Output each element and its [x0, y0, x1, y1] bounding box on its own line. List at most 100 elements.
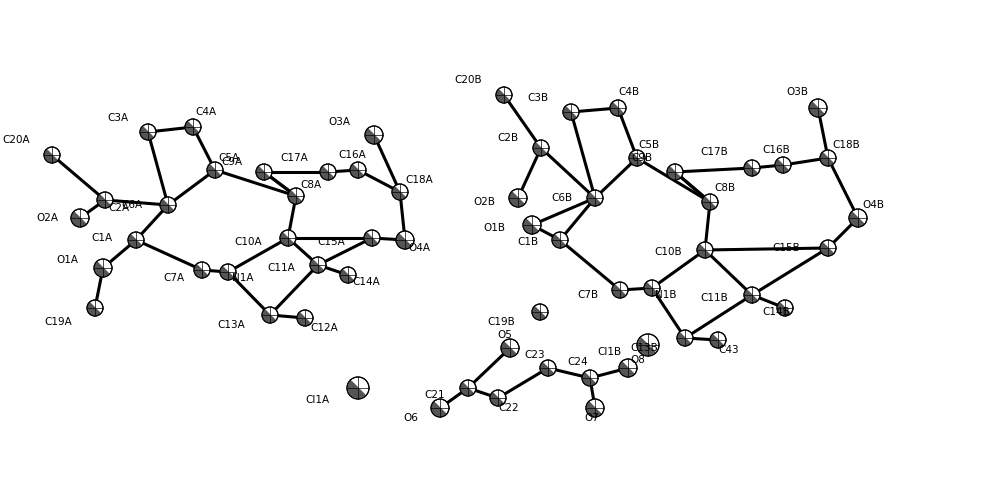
Text: O1B: O1B: [483, 223, 505, 233]
Text: C20A: C20A: [2, 135, 30, 145]
Text: C14A: C14A: [352, 277, 380, 287]
Text: C13A: C13A: [217, 320, 245, 330]
Text: C2A: C2A: [108, 203, 129, 213]
Circle shape: [820, 240, 836, 256]
Text: C18B: C18B: [832, 140, 860, 150]
Circle shape: [431, 399, 449, 417]
Text: C24: C24: [567, 357, 588, 367]
Text: O5: O5: [497, 330, 512, 340]
Circle shape: [310, 257, 326, 273]
Wedge shape: [45, 150, 57, 162]
Circle shape: [87, 300, 103, 316]
Wedge shape: [541, 363, 553, 375]
Circle shape: [610, 100, 626, 116]
Wedge shape: [810, 102, 824, 116]
Circle shape: [552, 232, 568, 248]
Text: C2B: C2B: [497, 133, 518, 143]
Text: O8: O8: [630, 355, 645, 365]
Text: C11B: C11B: [700, 293, 728, 303]
Text: C20B: C20B: [454, 75, 482, 85]
Wedge shape: [745, 290, 757, 302]
Circle shape: [697, 242, 713, 258]
Wedge shape: [365, 233, 377, 245]
Text: C3B: C3B: [527, 93, 548, 103]
Wedge shape: [221, 267, 233, 279]
Circle shape: [744, 287, 760, 303]
Circle shape: [280, 230, 296, 246]
Text: O1A: O1A: [56, 255, 78, 265]
Circle shape: [71, 209, 89, 227]
Circle shape: [563, 104, 579, 120]
Text: C1B: C1B: [517, 237, 538, 247]
Text: C19A: C19A: [44, 317, 72, 327]
Wedge shape: [703, 197, 715, 209]
Circle shape: [619, 359, 637, 377]
Text: C4B: C4B: [618, 87, 639, 97]
Wedge shape: [533, 307, 545, 319]
Wedge shape: [821, 153, 833, 165]
Text: C9A: C9A: [221, 157, 242, 167]
Circle shape: [288, 188, 304, 204]
Wedge shape: [588, 193, 600, 205]
Text: C5B: C5B: [638, 140, 659, 150]
Text: Cl1B: Cl1B: [598, 347, 622, 357]
Circle shape: [532, 304, 548, 320]
Circle shape: [644, 280, 660, 296]
Wedge shape: [564, 107, 576, 119]
Text: C19B: C19B: [487, 317, 515, 327]
Wedge shape: [630, 153, 642, 165]
Circle shape: [97, 192, 113, 208]
Circle shape: [820, 150, 836, 166]
Circle shape: [586, 399, 604, 417]
Wedge shape: [524, 219, 538, 233]
Wedge shape: [553, 235, 565, 247]
Wedge shape: [348, 381, 365, 397]
Wedge shape: [745, 163, 757, 175]
Text: C43: C43: [718, 345, 739, 355]
Wedge shape: [289, 191, 301, 203]
Circle shape: [262, 307, 278, 323]
Wedge shape: [638, 338, 655, 355]
Text: C7A: C7A: [164, 273, 185, 283]
Text: C14B: C14B: [762, 307, 790, 317]
Circle shape: [501, 339, 519, 357]
Text: C1A: C1A: [91, 233, 112, 243]
Circle shape: [809, 99, 827, 117]
Circle shape: [94, 259, 112, 277]
Wedge shape: [678, 333, 690, 345]
Text: C15B: C15B: [772, 243, 800, 253]
Circle shape: [340, 267, 356, 283]
Circle shape: [350, 162, 366, 178]
Circle shape: [364, 230, 380, 246]
Text: C12A: C12A: [310, 323, 338, 333]
Wedge shape: [351, 165, 363, 177]
Wedge shape: [620, 362, 634, 376]
Text: C4A: C4A: [195, 107, 216, 117]
Circle shape: [509, 189, 527, 207]
Wedge shape: [534, 143, 546, 155]
Wedge shape: [366, 130, 380, 143]
Circle shape: [297, 310, 313, 326]
Wedge shape: [491, 393, 503, 405]
Wedge shape: [98, 195, 110, 207]
Wedge shape: [432, 402, 446, 416]
Text: C8A: C8A: [300, 180, 321, 190]
Wedge shape: [321, 167, 333, 179]
Text: O6: O6: [403, 413, 418, 423]
Wedge shape: [583, 373, 595, 385]
Circle shape: [220, 264, 236, 280]
Circle shape: [677, 330, 693, 346]
Circle shape: [194, 262, 210, 278]
Circle shape: [702, 194, 718, 210]
Text: C21: C21: [424, 390, 445, 400]
Wedge shape: [711, 335, 723, 347]
Circle shape: [396, 231, 414, 249]
Wedge shape: [186, 122, 198, 134]
Text: O4A: O4A: [408, 243, 430, 253]
Text: C3A: C3A: [107, 113, 128, 123]
Circle shape: [392, 184, 408, 200]
Text: O2B: O2B: [473, 197, 495, 207]
Wedge shape: [510, 192, 524, 206]
Circle shape: [533, 140, 549, 156]
Wedge shape: [95, 263, 109, 276]
